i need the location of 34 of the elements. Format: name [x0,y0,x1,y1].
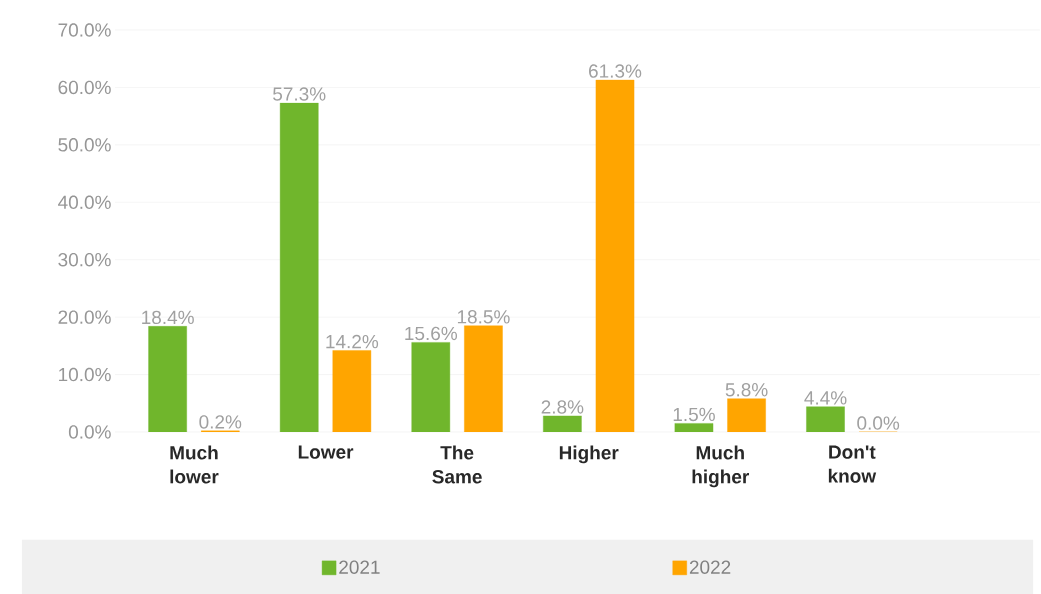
data-label: 18.4% [142,310,194,325]
x-tick-label: Much higher [692,445,750,488]
x-tick-label: Much lower [170,445,219,484]
data-label: 15.6% [405,326,458,341]
legend-label: 2021 [339,560,380,574]
y-tick-label: 40.0% [58,195,111,210]
data-label: 57.3% [273,87,326,101]
y-tick-label: 10.0% [59,367,111,382]
legend-label: 2022 [689,560,731,574]
x-tick-label: Don't know [828,445,877,483]
bar [279,102,319,432]
x-tick-label: Higher [559,445,619,464]
y-tick-label: 70.0% [58,23,111,37]
bar [806,406,845,432]
y-tick-label: 0.0% [68,425,111,439]
y-tick-label: 30.0% [58,252,111,267]
data-label: 0.0% [857,416,900,430]
data-label: 0.2% [199,415,242,429]
bar [543,415,582,432]
y-tick-label: 60.0% [58,80,111,95]
bar [674,423,714,432]
data-label: 5.8% [725,383,768,397]
data-label: 14.2% [326,334,379,349]
bar [148,326,187,432]
y-tick-label: 50.0% [58,138,111,152]
data-label: 18.5% [457,310,510,324]
y-tick-label: 20.0% [58,310,111,324]
data-label: 1.5% [673,407,715,422]
bar [411,342,451,432]
x-tick-label: The Same [432,445,482,484]
x-tick-label: Lower [298,445,354,459]
data-label: 2.8% [541,400,584,414]
data-label: 4.4% [804,391,847,405]
data-label: 61.3% [589,64,642,78]
